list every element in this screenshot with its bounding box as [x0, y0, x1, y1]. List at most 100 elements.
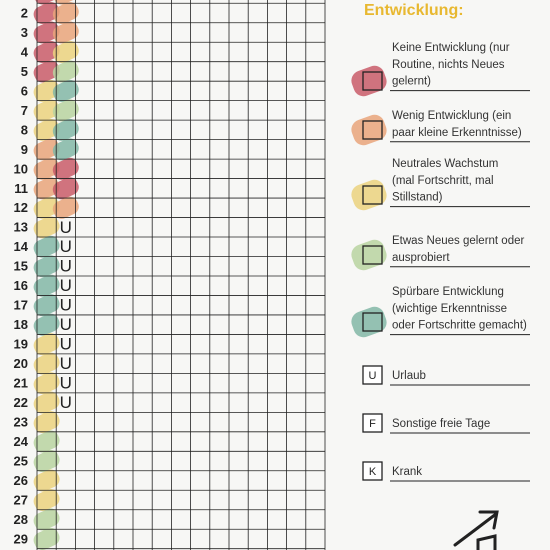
- row-number: 10: [14, 161, 28, 176]
- cell-mark: U: [60, 393, 72, 412]
- row-number: 24: [14, 434, 29, 449]
- legend-text: paar kleine Erkenntnisse): [392, 127, 522, 139]
- key-box: [362, 413, 383, 433]
- row-number: 22: [14, 395, 28, 410]
- legend-text: ausprobiert: [392, 252, 450, 264]
- row-number: 1: [21, 0, 28, 1]
- row-number: 16: [14, 278, 28, 293]
- legend-text: Etwas Neues gelernt oder: [392, 235, 524, 247]
- arrow-icon: [453, 510, 499, 550]
- key-label: Urlaub: [392, 370, 426, 382]
- legend-box: [362, 120, 383, 140]
- legend-text: (wichtige Erkenntnisse: [392, 303, 507, 315]
- legend-swatch: [351, 179, 387, 211]
- brush-stroke: [52, 79, 79, 102]
- brush-stroke: [33, 313, 60, 336]
- legend-box: [362, 185, 383, 205]
- row-number: 17: [14, 298, 28, 313]
- brush-stroke: [33, 40, 60, 63]
- brush-stroke: [33, 450, 60, 473]
- brush-stroke: [33, 118, 60, 141]
- brush-stroke: [52, 1, 79, 25]
- brush-stroke: [33, 430, 60, 453]
- key-letter: K: [369, 466, 377, 478]
- brush-stroke: [33, 177, 60, 200]
- legend-text: Stillstand): [392, 192, 443, 204]
- brush-stroke: [52, 21, 79, 44]
- row-number: 9: [21, 142, 28, 157]
- brush-stroke: [52, 157, 79, 180]
- brush-stroke: [52, 118, 79, 141]
- brush-stroke: [33, 333, 60, 356]
- brush-stroke: [33, 1, 60, 25]
- key-label: Sonstige freie Tage: [392, 418, 490, 430]
- brush-stroke: [33, 138, 60, 161]
- legend-box: [362, 245, 383, 265]
- legend-swatch: [351, 239, 387, 271]
- brush-stroke: [33, 157, 60, 180]
- row-number: 20: [14, 356, 28, 371]
- cell-mark: U: [60, 354, 72, 373]
- legend-text: Routine, nichts Neues: [392, 59, 505, 71]
- row-number: 15: [14, 259, 28, 274]
- brush-stroke: [52, 99, 79, 122]
- cell-mark: U: [60, 335, 72, 354]
- row-number: 12: [14, 200, 28, 215]
- cell-mark: U: [60, 315, 72, 334]
- brush-stroke: [33, 216, 60, 239]
- legend-box: [362, 71, 383, 91]
- brush-stroke: [52, 60, 79, 83]
- brush-stroke: [33, 488, 60, 512]
- legend-text: gelernt): [392, 76, 431, 88]
- legend-swatch: [351, 306, 387, 338]
- brush-stroke: [33, 196, 60, 219]
- brush-stroke: [52, 196, 79, 219]
- cell-mark: U: [60, 218, 72, 237]
- row-number: 29: [14, 531, 28, 546]
- brush-stroke: [33, 391, 60, 414]
- brush-stroke: [33, 527, 60, 550]
- key-label: Krank: [392, 466, 422, 478]
- brush-stroke: [33, 274, 60, 297]
- brush-stroke: [33, 352, 60, 375]
- row-number: 19: [14, 337, 28, 352]
- legend-text: Keine Entwicklung (nur: [392, 42, 510, 54]
- row-number: 6: [21, 83, 28, 98]
- brush-stroke: [33, 21, 60, 44]
- legend-swatch: [351, 114, 387, 146]
- row-number: 21: [14, 376, 28, 391]
- brush-stroke: [33, 508, 60, 531]
- key-box: [362, 461, 383, 481]
- row-number: 23: [14, 415, 28, 430]
- row-number: 28: [14, 512, 28, 527]
- legend-swatch: [351, 65, 387, 97]
- brush-stroke: [33, 294, 60, 317]
- row-number: 7: [21, 103, 28, 118]
- legend-text: (mal Fortschritt, mal: [392, 175, 494, 187]
- key-letter: U: [369, 370, 377, 382]
- legend-box: [362, 312, 383, 332]
- brush-stroke: [33, 255, 60, 278]
- row-number: 13: [14, 220, 28, 235]
- cell-mark: U: [60, 296, 72, 315]
- row-number: 18: [14, 317, 28, 332]
- grid: 12345678910111213U14U15U16U17U18U19U20U2…: [14, 0, 326, 550]
- brush-stroke: [33, 60, 60, 83]
- key-box: [362, 365, 383, 385]
- title: Entwicklung:: [364, 2, 464, 19]
- brush-stroke: [52, 40, 79, 63]
- legend-text: Spürbare Entwicklung: [392, 286, 504, 298]
- cell-mark: U: [60, 237, 72, 256]
- row-number: 3: [21, 25, 28, 40]
- brush-stroke: [33, 372, 60, 395]
- row-number: 26: [14, 473, 28, 488]
- brush-stroke: [52, 177, 79, 200]
- legend-text: Wenig Entwicklung (ein: [392, 110, 511, 122]
- brush-stroke: [33, 79, 60, 102]
- row-number: 2: [21, 5, 28, 20]
- row-number: 25: [14, 453, 28, 468]
- row-number: 5: [21, 64, 28, 79]
